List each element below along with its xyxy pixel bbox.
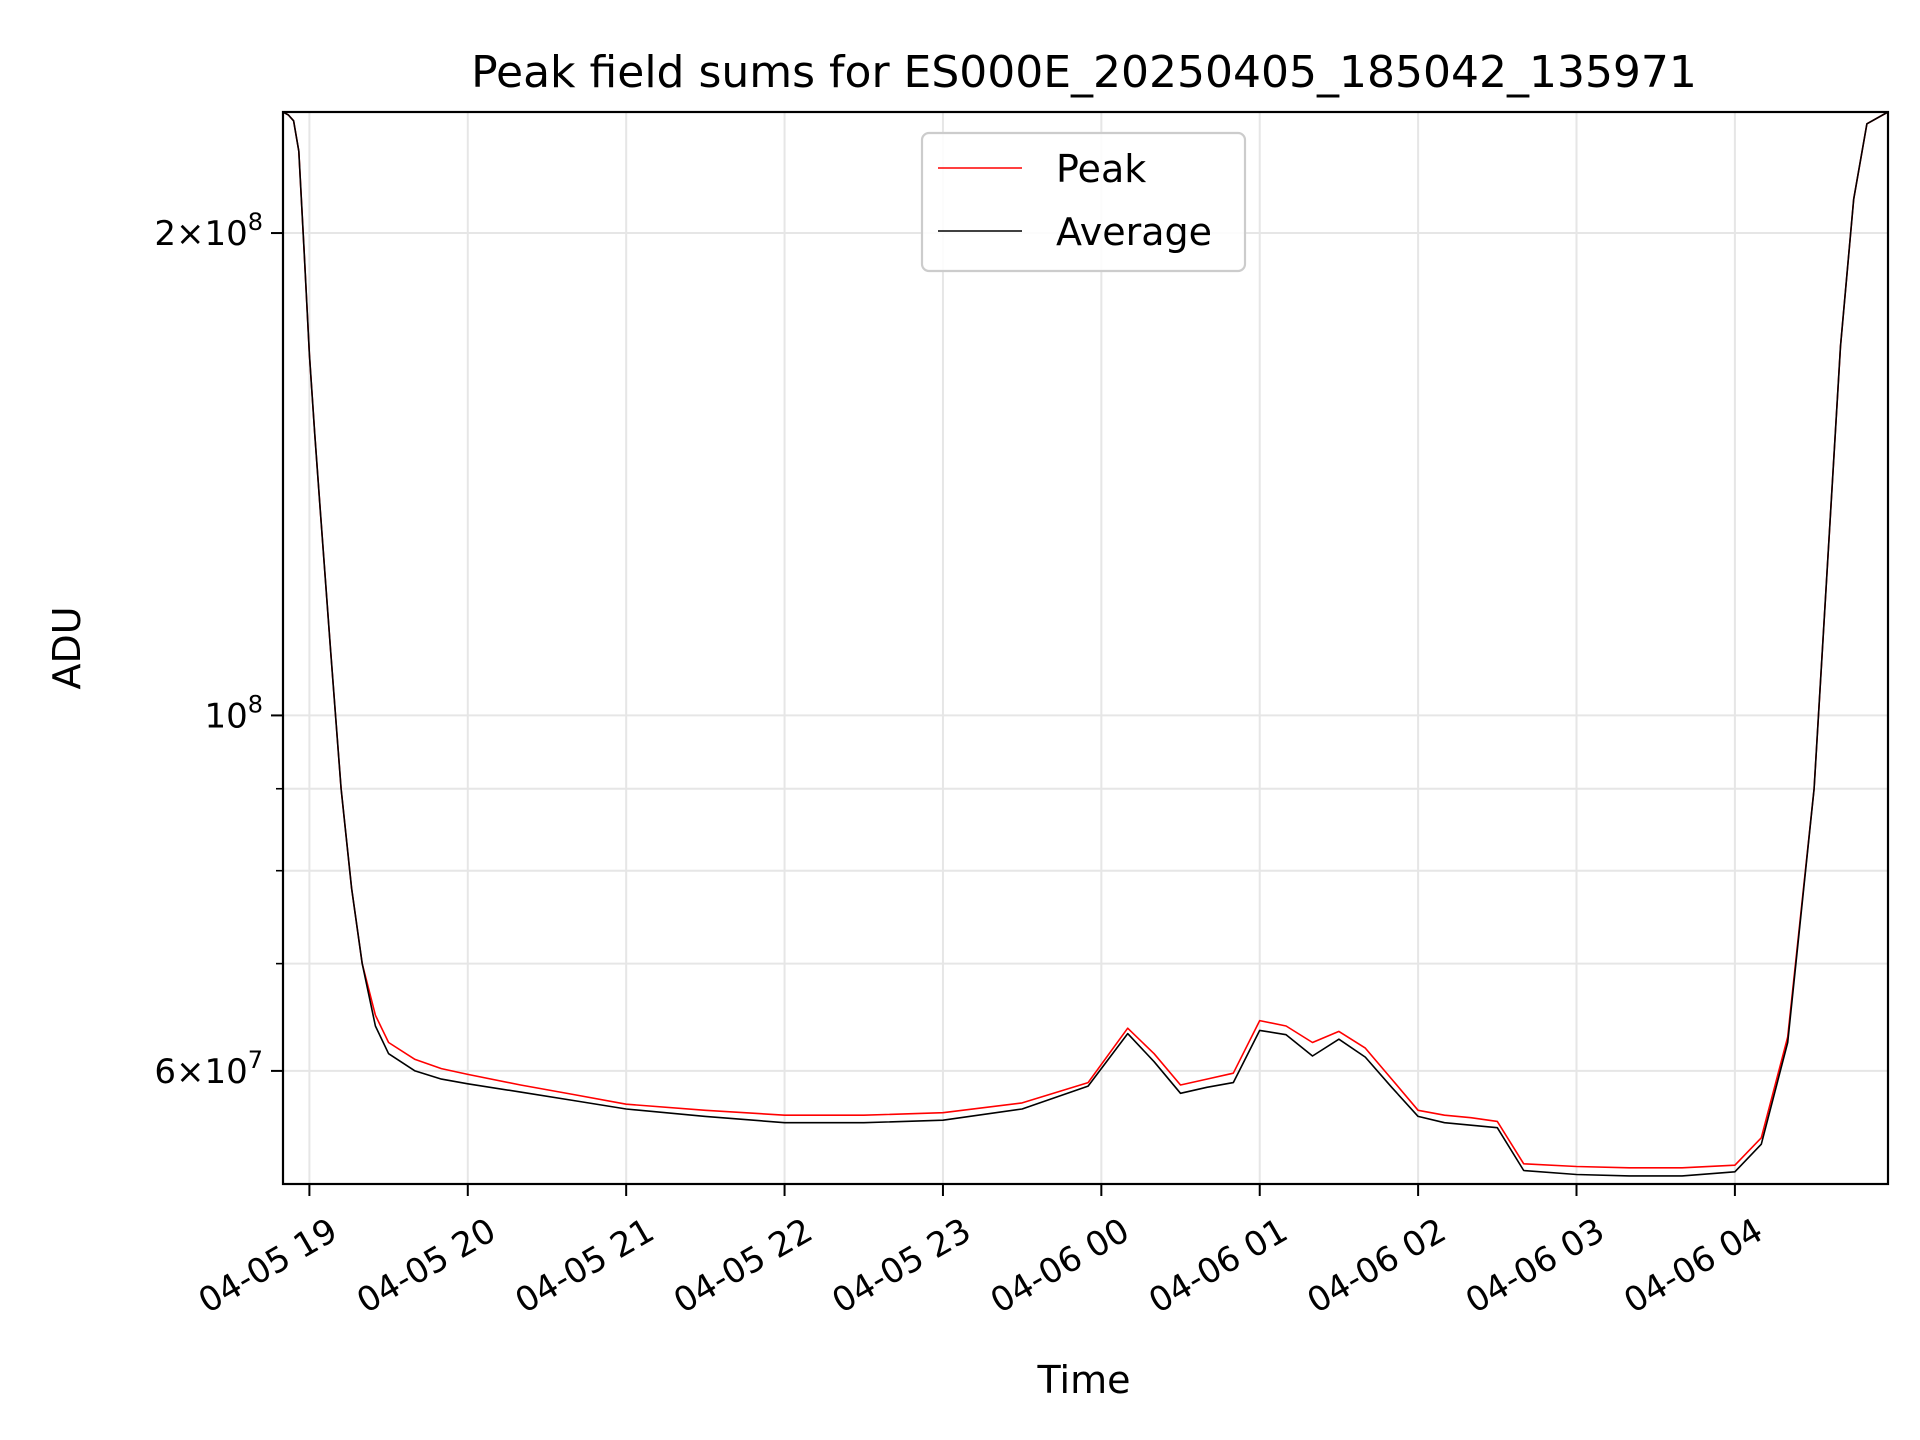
legend-label-average: Average: [1056, 210, 1212, 254]
legend: Peak Average: [920, 131, 1247, 273]
plot-frame: [281, 110, 1890, 1186]
x-tick-label: 04-05 22: [667, 1211, 819, 1322]
y-axis-label: ADU: [45, 606, 89, 689]
x-tick-label: 04-06 03: [1459, 1211, 1611, 1322]
x-tick-label: 04-05 20: [350, 1211, 502, 1322]
x-tick-label: 04-06 02: [1301, 1211, 1453, 1322]
x-tick-label: 04-06 00: [984, 1211, 1136, 1322]
x-tick-label: 04-06 01: [1142, 1211, 1294, 1322]
x-axis: 04-05 19 04-05 20 04-05 21 04-05 22 04-05 23…: [192, 1184, 1770, 1322]
y-tick-label: 108: [204, 690, 263, 736]
series-layer: [282, 111, 1889, 1177]
x-axis-label: Time: [1037, 1358, 1131, 1402]
y-tick-label: 2×108: [154, 208, 263, 254]
y-axis: 2×108 108 6×107: [154, 208, 283, 1092]
x-tick-label: 04-05 21: [509, 1211, 661, 1322]
series-line-average: [282, 111, 1889, 1177]
legend-label-peak: Peak: [1056, 147, 1146, 191]
x-tick-label: 04-05 23: [825, 1211, 977, 1322]
grid-lines: [283, 112, 1888, 1184]
y-tick-label: 6×107: [154, 1046, 263, 1092]
x-tick-label: 04-06 04: [1617, 1211, 1769, 1322]
x-tick-label: 04-05 19: [192, 1211, 344, 1322]
chart-title: Peak field sums for ES000E_20250405_1850…: [471, 47, 1697, 98]
